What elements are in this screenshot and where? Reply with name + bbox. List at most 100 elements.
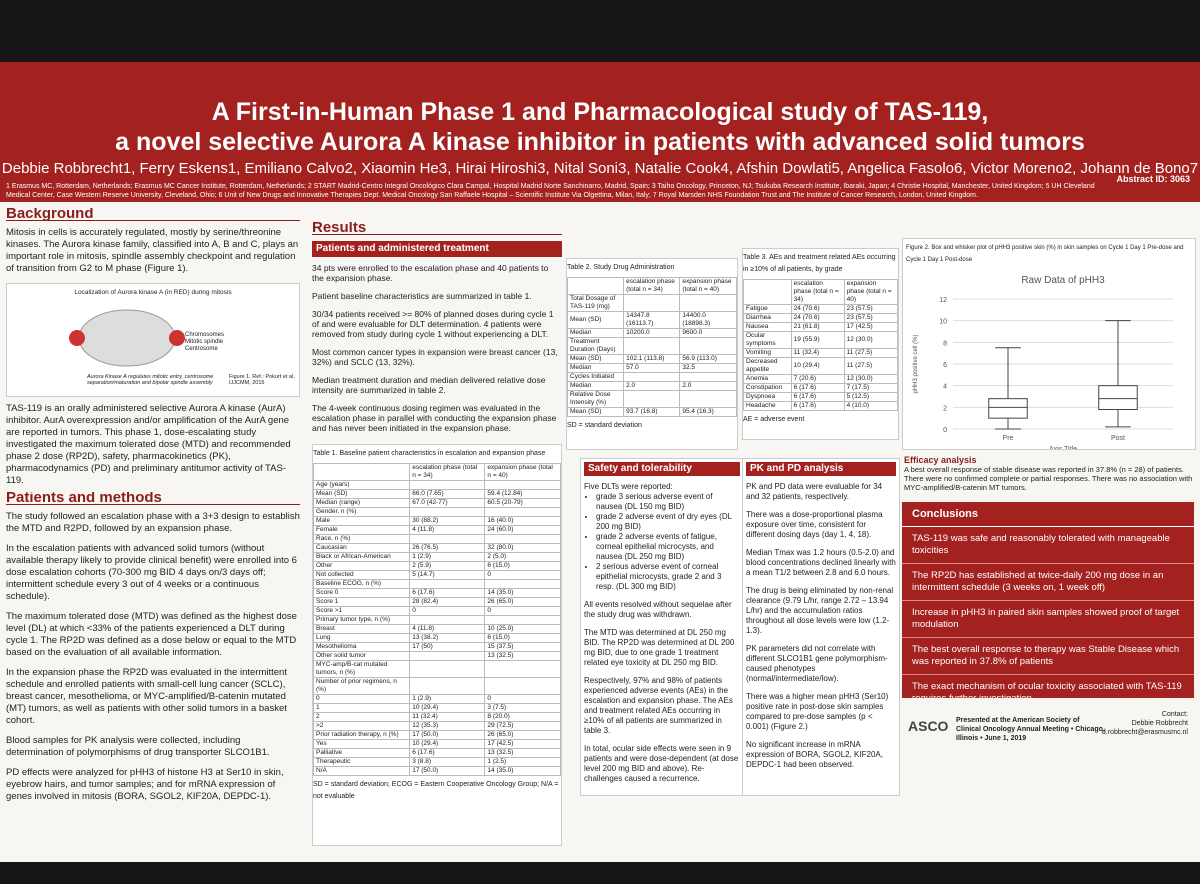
table-cell [679,390,737,408]
section-heading: Conclusions [902,502,1194,527]
paragraphs: 34 pts were enrolled to the escalation p… [312,263,562,433]
table-cell: Headache [743,401,792,411]
table-cell: 8 (20.0) [484,712,561,722]
table-row: Nausea 21 (61.8) 17 (42.5) [743,322,898,332]
conclusion-item: TAS-119 was safe and reasonably tolerate… [902,527,1194,564]
table-row: Score 1 28 (82.4) 26 (65.0) [313,597,561,607]
table-row: >2 12 (35.3) 29 (72.5) [313,721,561,731]
table-cell [409,651,486,661]
paragraph: Blood samples for PK analysis were colle… [6,735,270,758]
table-cell: >2 [313,721,411,731]
table-row: Diarrhea 24 (70.6) 23 (57.5) [743,313,898,323]
table-header-cell: expansion phase (total n = 40) [484,463,561,481]
legend-entry: Chromosomes [185,332,225,338]
table-cell: Score 1 [313,597,411,607]
table-row: Anemia 7 (20.6) 12 (30.0) [743,374,898,384]
paragraph: The 4-week continuous dosing regimen was… [312,403,557,433]
x-tick-label: Pre [1003,435,1014,442]
table-cell: Score 0 [313,588,411,598]
table-cell: N/A [313,766,411,776]
table-cell: Nausea [743,322,792,332]
table-cell: Cycles Initiated [567,372,625,382]
table-cell: Vomiting [743,348,792,358]
table-cell: 2 [313,712,411,722]
conclusion-item: The best overall response to therapy was… [902,638,1194,675]
table-cell: 24 (70.6) [790,304,845,314]
y-tick-label: 2 [943,405,947,412]
paragraph: In the expansion phase the RP2D was eval… [6,667,287,726]
table-row: N/A 17 (50.0) 14 (35.0) [313,766,561,776]
figure-caption: Figure 1. Ref.: Pokurt et al, IJJCMM, 20… [229,374,295,386]
table-cell [484,615,561,625]
table-cell [623,372,681,382]
centrosome [69,330,85,346]
table-cell: 12 (30.0) [843,374,898,384]
table-header-row: escalation phase (total n = 34) expansion… [743,279,898,305]
table-cell: Other solid tumor [313,651,411,661]
table-cell: 10 (29.4) [409,703,486,713]
table-cell: 3 (7.5) [484,703,561,713]
axis-label: Axis Title [1049,446,1077,450]
subsection-heading: PK and PD analysis [746,462,896,476]
table-row: Number of prior regimens, n (%) [313,677,561,695]
authors: Debbie Robbrecht1, Ferry Eskens1, Emilia… [1,160,1199,177]
table-cell: Decreased appetite [743,357,792,375]
table-cell [484,660,561,678]
table-cell [623,390,681,408]
paragraph: 30/34 patients received >= 80% of planne… [312,309,554,339]
table-cell: Diarrhea [743,313,792,323]
table-cell: 6 (17.6) [790,401,845,411]
table-cell: 6 (17.6) [409,588,486,598]
table-cell: 14347.8 (16113.7) [623,311,681,329]
table-cell: 21 (61.8) [790,322,845,332]
table-cell: Treatment Duration (Days) [567,337,625,355]
table-cell: 10200.0 [623,328,681,338]
title: a novel selective Aurora A kinase inhibi… [115,128,1085,156]
safety-section: Safety and tolerability Five DLTs were r… [580,458,744,796]
paragraph: The maximum tolerated dose (MTD) was def… [6,611,297,658]
table-row: Score >1 0 0 [313,606,561,616]
paragraph: Five DLTs were reported: [584,482,673,491]
subsection-heading: Patients and administered treatment [312,241,562,257]
table-row: Age (years) [313,480,561,490]
paragraph: PK and PD data were evaluable for 34 and… [746,482,883,501]
table-cell: Therapeutic [313,757,411,767]
table-cell: 4 (10.0) [843,401,898,411]
table-cell: 12 (35.3) [409,721,486,731]
box [1098,385,1138,410]
paragraph: In total, ocular side effects were seen … [584,744,739,783]
table-cell [484,677,561,695]
table-cell: Mean (SD) [567,407,625,417]
axis-label: pHH3 positive cell (%) [913,334,919,393]
y-tick-label: 12 [939,297,947,304]
table-row: Median (range) 67.0 (42-77) 60.5 (20-79) [313,498,561,508]
table-cell: Relative Dose Intensity (%) [567,390,625,408]
table: escalation phase (total n = 34) expansion… [743,279,898,411]
paragraph: A best overall response of stable diseas… [904,465,1193,492]
abstract-id: Abstract ID: 3063 [1116,174,1190,184]
table-cell: 6 (17.6) [409,748,486,758]
table-cell: 4 (11.8) [409,624,486,634]
figure: Localization of Aurora kinase A (in RED)… [6,283,300,397]
table-cell: Mean (SD) [567,311,625,329]
table-cell: MYC-amp/B-cat mutated tumors, n (%) [313,660,411,678]
table-cell: Yes [313,739,411,749]
y-tick-label: 8 [943,340,947,347]
table-cell: Other [313,561,411,571]
affiliations: 1 Erasmus MC, Rotterdam, Netherlands; Er… [6,183,1095,199]
table-cell: Median [567,363,625,373]
table-row: Male 30 (88.2) 16 (40.0) [313,516,561,526]
legend-entry: Mitotic spindle [185,339,224,345]
table-row: Mean (SD) 102.1 (113.8) 56.9 (113.0) [567,354,737,364]
table-cell: Lung [313,633,411,643]
table-cell: 23 (57.5) [843,304,898,314]
paragraph: 34 pts were enrolled to the escalation p… [312,263,549,283]
table-1: Table 1. Baseline patient characteristic… [312,444,562,846]
poster: A First-in-Human Phase 1 and Pharmacolog… [0,62,1200,862]
table-cell: 0 [484,694,561,704]
contact-line: Debbie Robbrecht [1131,720,1188,727]
y-tick-label: 4 [943,384,947,391]
table-cell: 5 (14.7) [409,570,486,580]
table-cell: 6 (17.6) [790,383,845,393]
